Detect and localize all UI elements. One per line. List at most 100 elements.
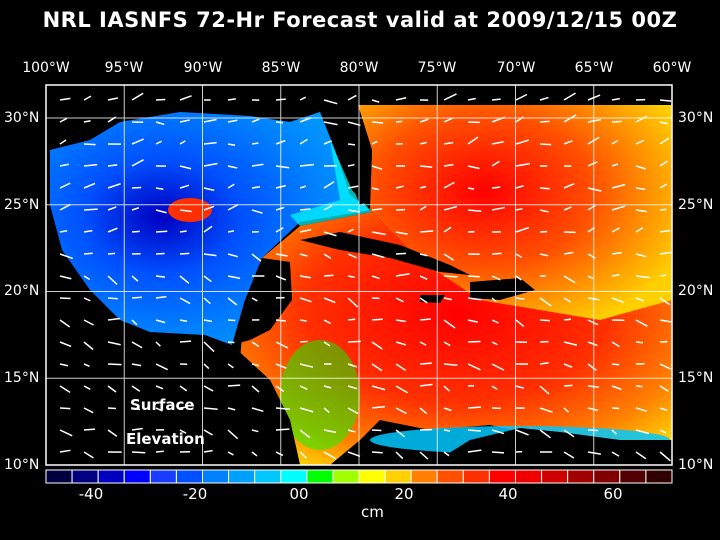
vector-arrow xyxy=(227,341,235,344)
vector-arrow xyxy=(275,184,286,189)
vector-arrow xyxy=(419,205,427,211)
vector-arrow xyxy=(59,275,72,280)
vector-arrow xyxy=(83,252,93,255)
vector-arrow xyxy=(587,385,599,388)
vector-arrow xyxy=(347,340,361,343)
vector-arrow xyxy=(467,297,482,301)
colorbar-swatch xyxy=(567,469,595,484)
vector-arrow xyxy=(107,97,119,101)
vector-arrow xyxy=(443,363,458,367)
vector-arrow xyxy=(155,450,164,453)
vector-arrow xyxy=(563,92,576,101)
vector-arrow xyxy=(635,209,647,213)
vector-arrow xyxy=(587,118,601,123)
lat-label-left: 20°N xyxy=(4,283,40,299)
vector-arrow xyxy=(467,429,481,432)
vector-arrow xyxy=(227,384,241,387)
map-title: NRL IASNFS 72-Hr Forecast valid at 2009/… xyxy=(42,8,678,32)
vector-arrow xyxy=(59,341,72,348)
vector-arrow xyxy=(227,275,241,280)
vector-arrow xyxy=(443,407,452,412)
vector-arrow xyxy=(539,407,553,413)
colorbar-swatch xyxy=(541,469,569,484)
vector-arrow xyxy=(659,229,671,233)
vector-arrow xyxy=(371,363,383,372)
vector-arrow xyxy=(371,121,384,124)
lat-label-right: 10°N xyxy=(678,457,714,473)
vector-arrow xyxy=(59,407,71,410)
vector-arrow xyxy=(347,209,360,213)
vector-arrow xyxy=(659,274,667,277)
vector-arrow xyxy=(179,252,190,255)
vector-arrow xyxy=(611,227,620,233)
vector-arrow xyxy=(203,205,215,211)
vector-arrow xyxy=(587,161,598,167)
vector-arrow xyxy=(347,385,358,390)
vector-arrow xyxy=(611,205,626,211)
vector-arrow xyxy=(443,93,457,101)
vector-arrow xyxy=(419,118,429,123)
vector-arrow xyxy=(347,297,359,308)
vector-arrow xyxy=(179,165,192,170)
vector-arrow xyxy=(203,118,217,123)
vector-arrow xyxy=(611,297,624,304)
vector-arrow xyxy=(587,94,601,101)
vector-arrow xyxy=(611,251,622,255)
lon-label: 60°W xyxy=(652,60,692,76)
vector-arrow xyxy=(179,319,188,323)
vector-arrow xyxy=(539,385,550,395)
vector-arrow xyxy=(467,136,479,145)
vector-arrow xyxy=(443,205,458,211)
vector-arrow xyxy=(371,451,383,454)
vector-arrow xyxy=(371,318,383,321)
vector-arrow xyxy=(347,143,356,146)
vector-arrow xyxy=(59,163,69,167)
vector-arrow xyxy=(467,275,480,278)
vector-arrow xyxy=(563,318,572,321)
green-band xyxy=(280,340,360,450)
vector-arrow xyxy=(203,225,213,233)
vector-arrow xyxy=(203,162,218,167)
vector-arrow xyxy=(155,230,168,233)
vector-arrow xyxy=(323,451,336,460)
vector-arrow xyxy=(659,363,671,370)
vector-arrow xyxy=(299,185,307,189)
vector-arrow xyxy=(419,451,429,460)
vector-arrow xyxy=(347,451,361,457)
vector-arrow xyxy=(83,208,98,211)
vector-arrow xyxy=(131,230,140,233)
vector-arrow xyxy=(347,185,359,189)
vector-arrow xyxy=(563,251,574,255)
vector-arrow xyxy=(155,140,162,145)
vector-arrow xyxy=(419,253,428,257)
vector-arrow xyxy=(539,143,552,146)
vector-arrow xyxy=(131,138,144,145)
vector-arrow xyxy=(419,230,434,233)
vector-arrow xyxy=(155,275,166,278)
colorbar-swatch xyxy=(593,469,621,484)
vector-arrow xyxy=(251,297,258,302)
vector-arrow xyxy=(155,407,163,412)
vector-arrow xyxy=(275,253,288,257)
vector-arrow xyxy=(515,297,525,300)
central-america xyxy=(46,340,300,465)
vector-arrow xyxy=(635,253,647,258)
vector-arrow xyxy=(467,97,476,101)
vector-arrow xyxy=(659,137,670,145)
vector-arrow xyxy=(635,407,648,412)
vector-arrow xyxy=(203,449,213,453)
vector-arrow xyxy=(275,98,286,101)
vector-arrow xyxy=(491,385,498,391)
vector-arrow xyxy=(419,185,427,189)
vector-arrow xyxy=(251,451,258,457)
vector-arrow xyxy=(587,363,597,371)
vector-arrow xyxy=(179,406,188,409)
vector-arrow xyxy=(611,140,619,145)
vector-arrow xyxy=(539,209,549,213)
vector-arrow xyxy=(323,231,337,237)
vector-arrow xyxy=(203,297,211,305)
vector-arrow xyxy=(59,385,71,393)
vector-arrow xyxy=(227,297,238,306)
lon-label: 70°W xyxy=(496,60,536,76)
vector-arrow xyxy=(83,119,91,123)
